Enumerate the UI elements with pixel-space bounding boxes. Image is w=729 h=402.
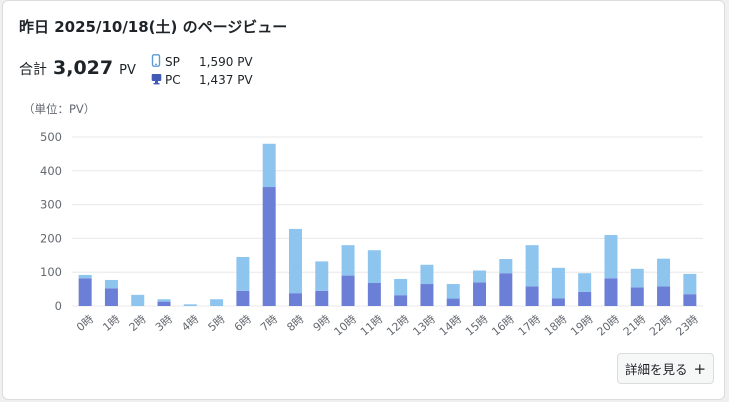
bar-pc bbox=[420, 284, 434, 306]
bar-pc bbox=[446, 298, 460, 306]
x-tick-label: 4時 bbox=[179, 312, 201, 334]
bar-pc bbox=[499, 273, 513, 306]
x-tick-label: 0時 bbox=[74, 312, 96, 334]
bar-sp bbox=[210, 299, 224, 306]
x-tick-label: 22時 bbox=[647, 312, 675, 338]
detail-button[interactable]: 詳細を見る + bbox=[617, 353, 714, 384]
x-tick-label: 18時 bbox=[542, 312, 570, 338]
sp-unit: PV bbox=[237, 55, 253, 69]
bar-sp bbox=[499, 259, 513, 274]
bar-pc bbox=[604, 278, 618, 306]
bar-sp bbox=[604, 235, 618, 279]
plus-icon: + bbox=[693, 359, 707, 378]
bar-sp bbox=[288, 228, 302, 294]
x-tick-label: 19時 bbox=[568, 312, 596, 338]
desktop-icon bbox=[151, 73, 165, 88]
pc-row: PC 1,437 PV bbox=[151, 71, 253, 89]
bar-pc bbox=[157, 301, 171, 306]
smartphone-icon bbox=[151, 54, 165, 70]
y-tick-label: 500 bbox=[40, 130, 62, 144]
y-tick-label: 0 bbox=[55, 299, 62, 313]
bar-sp bbox=[420, 264, 434, 285]
x-tick-label: 6時 bbox=[232, 312, 254, 334]
y-tick-label: 300 bbox=[40, 198, 62, 212]
x-tick-label: 20時 bbox=[595, 312, 623, 338]
bar-pc bbox=[525, 286, 539, 306]
total-label: 合計 bbox=[19, 62, 47, 78]
bar-pc bbox=[657, 286, 671, 306]
y-tick-label: 100 bbox=[40, 265, 62, 279]
bar-pc bbox=[262, 187, 276, 306]
bar-sp bbox=[446, 284, 460, 299]
bar-pc bbox=[78, 278, 92, 306]
bar-sp bbox=[630, 268, 644, 288]
pc-label: PC bbox=[165, 73, 181, 87]
x-tick-label: 8時 bbox=[284, 312, 306, 334]
bar-sp bbox=[551, 267, 565, 299]
x-tick-label: 2時 bbox=[127, 312, 149, 334]
bar-pc bbox=[630, 287, 644, 306]
bar-sp bbox=[394, 278, 408, 296]
x-tick-label: 9時 bbox=[311, 312, 333, 334]
x-tick-label: 11時 bbox=[358, 312, 386, 338]
bar-pc bbox=[341, 275, 355, 306]
bar-pc bbox=[473, 282, 487, 306]
x-tick-label: 15時 bbox=[463, 312, 491, 338]
x-tick-label: 21時 bbox=[621, 312, 649, 338]
bar-sp bbox=[183, 304, 197, 306]
total-value: 3,027 bbox=[53, 57, 114, 79]
pc-unit: PV bbox=[237, 73, 253, 87]
total-unit: PV bbox=[119, 63, 136, 78]
bar-pc bbox=[236, 290, 250, 306]
bar-sp bbox=[236, 256, 250, 291]
bar-pc bbox=[394, 295, 408, 306]
x-tick-label: 12時 bbox=[384, 312, 412, 338]
y-tick-label: 200 bbox=[40, 231, 62, 245]
x-tick-label: 23時 bbox=[673, 312, 701, 338]
bar-pc bbox=[578, 291, 592, 306]
x-tick-label: 14時 bbox=[437, 312, 465, 338]
bar-pc bbox=[683, 294, 697, 306]
bar-sp bbox=[578, 273, 592, 292]
bar-sp bbox=[315, 261, 329, 291]
x-tick-label: 17時 bbox=[516, 312, 544, 338]
bar-sp bbox=[104, 279, 118, 289]
bar-sp bbox=[683, 273, 697, 295]
x-tick-label: 7時 bbox=[258, 312, 280, 334]
bar-sp bbox=[262, 143, 276, 188]
detail-button-label: 詳細を見る bbox=[624, 362, 688, 377]
total-summary: 合計 3,027 PV bbox=[19, 57, 136, 79]
x-tick-label: 1時 bbox=[100, 312, 122, 334]
bar-sp bbox=[341, 245, 355, 276]
sp-label: SP bbox=[165, 55, 180, 69]
bar-sp bbox=[473, 270, 487, 283]
bar-sp bbox=[525, 245, 539, 287]
sp-row: SP 1,590 PV bbox=[151, 53, 253, 71]
x-tick-label: 5時 bbox=[206, 312, 228, 334]
unit-note: （単位：PV） bbox=[23, 102, 96, 116]
x-tick-label: 16時 bbox=[489, 312, 517, 338]
x-tick-label: 10時 bbox=[332, 312, 360, 338]
bar-sp bbox=[131, 294, 145, 306]
x-tick-label: 3時 bbox=[153, 312, 175, 334]
bar-pc bbox=[551, 298, 565, 306]
bar-pc bbox=[288, 293, 302, 306]
sp-value: 1,590 bbox=[199, 55, 234, 69]
bar-sp bbox=[157, 299, 171, 302]
bar-pc bbox=[104, 288, 118, 306]
device-breakdown: SP 1,590 PV PC 1,437 PV bbox=[151, 53, 253, 89]
bar-sp bbox=[657, 258, 671, 287]
bar-pc bbox=[367, 283, 381, 306]
bar-pc bbox=[315, 290, 329, 306]
bar-sp bbox=[78, 274, 92, 279]
bar-sp bbox=[367, 250, 381, 284]
card-title: 昨日 2025/10/18(土) のページビュー bbox=[19, 18, 288, 36]
y-tick-label: 400 bbox=[40, 164, 62, 178]
pc-value: 1,437 bbox=[199, 73, 234, 87]
x-tick-label: 13時 bbox=[411, 312, 439, 338]
